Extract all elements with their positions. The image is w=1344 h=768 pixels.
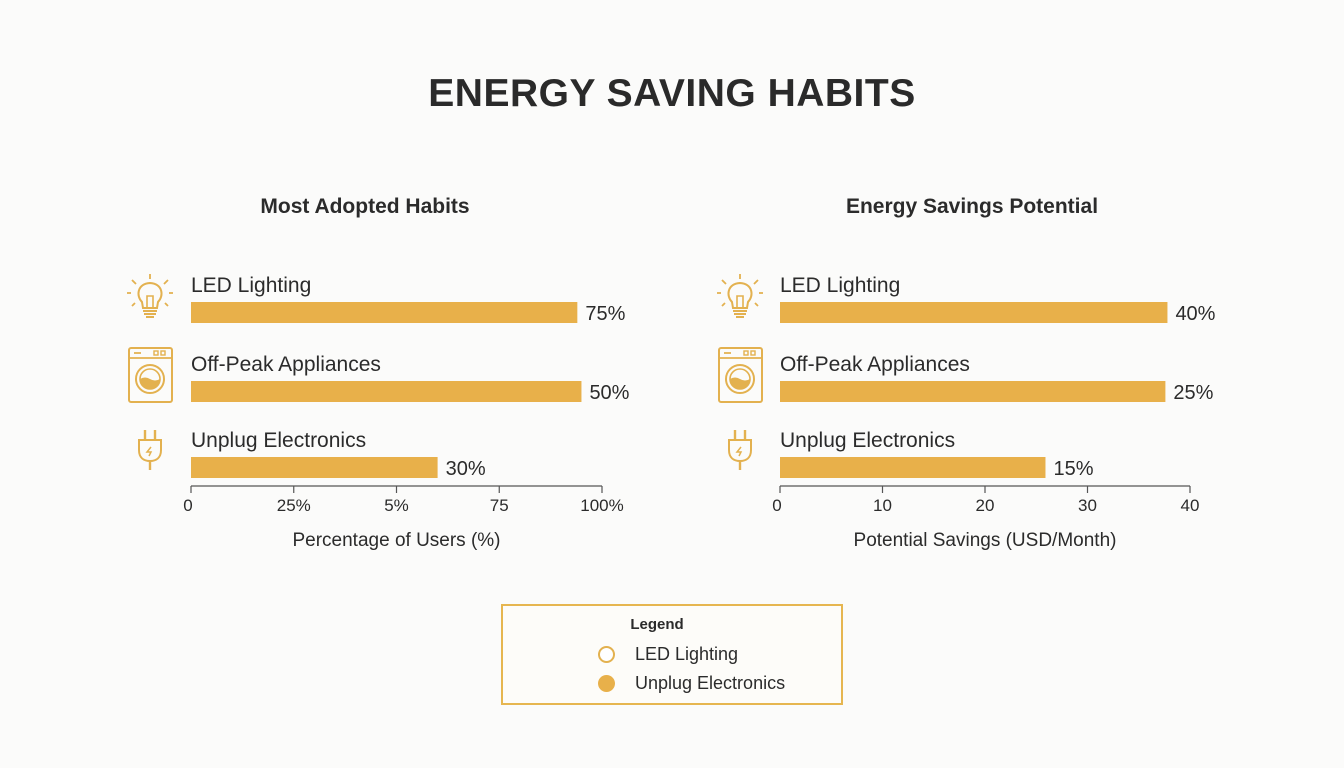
- bar: [780, 457, 1046, 478]
- data-label: 40%: [1175, 303, 1215, 325]
- savings-bar-chart: LED Lighting 40% Off-Peak Appliances 25% Unp…: [717, 274, 1216, 551]
- x-tick-label: 30: [1078, 496, 1097, 515]
- x-tick-label: 20: [976, 496, 995, 515]
- x-axis-label: Percentage of Users (%): [292, 530, 500, 551]
- data-label: 50%: [589, 382, 629, 404]
- chart-title-adoption: Most Adopted Habits: [260, 195, 470, 218]
- x-tick-label: 5%: [384, 496, 409, 515]
- data-label: 30%: [446, 458, 486, 480]
- category-label: LED Lighting: [780, 274, 900, 297]
- x-tick-label: 40: [1181, 496, 1200, 515]
- lightbulb-icon: [717, 274, 763, 318]
- legend-swatch-outline: [598, 646, 615, 663]
- bar: [780, 302, 1168, 323]
- category-label: Off-Peak Appliances: [191, 353, 381, 376]
- legend-item-led: LED Lighting: [598, 644, 738, 665]
- legend-label: LED Lighting: [635, 644, 739, 664]
- legend-item-unplug: Unplug Electronics: [598, 673, 785, 694]
- adoption-bar-chart: LED Lighting 75% Off-Peak Appliances 50% Unp…: [127, 274, 630, 551]
- x-tick-label: 100%: [580, 496, 623, 515]
- x-tick-label: 75: [490, 496, 509, 515]
- legend-title: Legend: [630, 616, 684, 633]
- bar: [191, 457, 438, 478]
- x-tick-label: 0: [183, 496, 192, 515]
- legend: Legend LED Lighting Unplug Electronics: [501, 604, 843, 705]
- category-label: LED Lighting: [191, 274, 311, 297]
- category-label: Unplug Electronics: [780, 429, 955, 452]
- x-axis-label: Potential Savings (USD/Month): [854, 530, 1117, 551]
- data-label: 75%: [585, 303, 625, 325]
- x-tick-label: 0: [772, 496, 781, 515]
- x-tick-label: 10: [873, 496, 892, 515]
- washing-machine-icon: [718, 347, 763, 403]
- data-label: 25%: [1173, 382, 1213, 404]
- legend-label: Unplug Electronics: [635, 673, 786, 693]
- lightbulb-icon: [127, 274, 173, 318]
- x-tick-label: 25%: [277, 496, 311, 515]
- page-title: ENERGY SAVING HABITS: [428, 72, 916, 115]
- category-label: Off-Peak Appliances: [780, 353, 970, 376]
- chart-title-savings: Energy Savings Potential: [845, 195, 1099, 218]
- bar: [780, 381, 1166, 402]
- data-label: 15%: [1053, 458, 1093, 480]
- bar: [191, 381, 582, 402]
- plug-icon: [138, 430, 162, 470]
- legend-swatch-filled: [598, 675, 615, 692]
- category-label: Unplug Electronics: [191, 429, 366, 452]
- plug-icon: [728, 430, 752, 470]
- washing-machine-icon: [128, 347, 173, 403]
- bar: [191, 302, 578, 323]
